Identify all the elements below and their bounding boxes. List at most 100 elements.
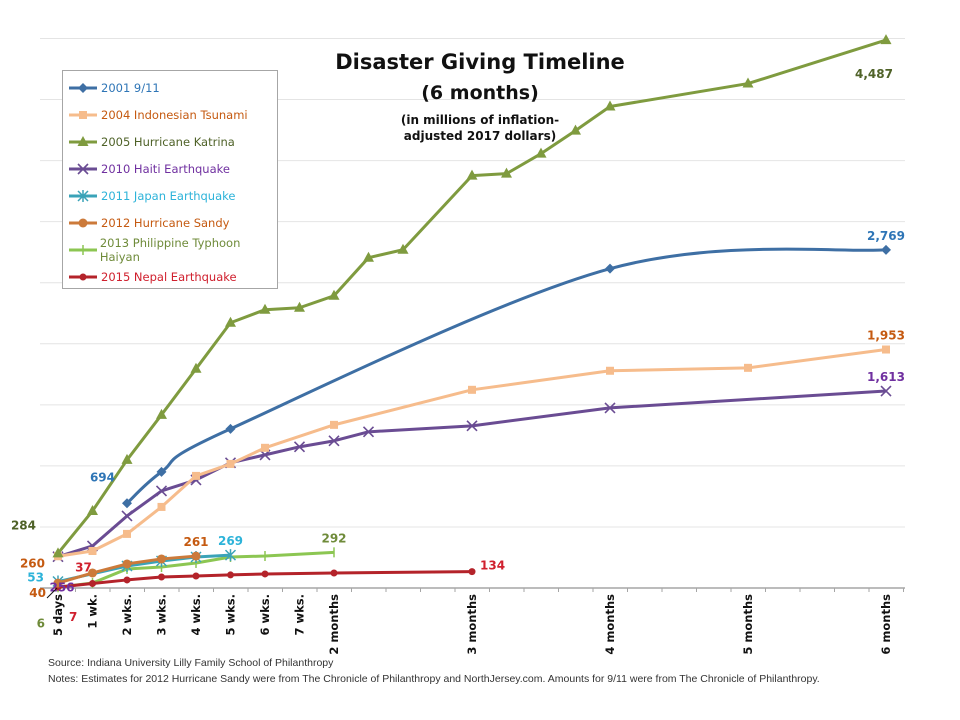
series-2010-haiti-earthquake bbox=[52, 385, 892, 563]
data-point bbox=[191, 551, 201, 561]
data-point bbox=[79, 111, 87, 119]
data-point bbox=[121, 510, 133, 522]
data-point bbox=[224, 549, 237, 562]
x-tick-label: 2 months bbox=[327, 594, 341, 655]
legend-item: 2015 Nepal Earthquake bbox=[63, 268, 237, 286]
data-label: 256 bbox=[49, 581, 74, 595]
data-point bbox=[742, 77, 754, 88]
data-point bbox=[363, 251, 374, 262]
data-point bbox=[604, 402, 616, 414]
data-point bbox=[397, 243, 409, 254]
data-point bbox=[328, 435, 340, 447]
data-label: 134 bbox=[480, 559, 505, 573]
data-label: 40 bbox=[29, 586, 46, 600]
legend-swatch-icon bbox=[69, 111, 97, 119]
legend-label: 2013 Philippine Typhoon Haiyan bbox=[99, 236, 241, 264]
source-note: Source: Indiana University Lilly Family … bbox=[48, 657, 334, 669]
data-point bbox=[88, 568, 97, 578]
data-point bbox=[501, 167, 512, 178]
data-label: 261 bbox=[183, 535, 208, 549]
series-line bbox=[57, 348, 887, 558]
x-tick-label: 7 wks. bbox=[293, 594, 307, 636]
data-label: 1,953 bbox=[867, 329, 905, 343]
data-label: 284 bbox=[11, 518, 36, 532]
chart-title: Disaster Giving Timeline bbox=[335, 50, 625, 74]
data-point bbox=[78, 83, 88, 93]
data-point bbox=[158, 573, 165, 581]
legend-label: 2012 Hurricane Sandy bbox=[101, 216, 230, 230]
x-tick-label: 4 wks. bbox=[189, 594, 203, 636]
data-label: 6 bbox=[37, 616, 45, 630]
data-point bbox=[123, 529, 131, 538]
data-point bbox=[880, 34, 892, 45]
legend-swatch-icon bbox=[69, 83, 97, 93]
legend-label: 2010 Haiti Earthquake bbox=[101, 162, 230, 176]
notes-text: Notes: Estimates for 2012 Hurricane Sand… bbox=[48, 673, 820, 685]
x-axis: 5 days 1 wk. 2 wks. 3 wks. 4 wks. 5 wks. 6 wks… bbox=[40, 587, 905, 655]
data-point bbox=[882, 345, 890, 354]
data-label: 292 bbox=[321, 531, 346, 545]
x-tick-label: 4 months bbox=[603, 594, 617, 655]
data-labels: 694 2,769 260 1,953 284 4,487 256 1,613 53 269 40 2… bbox=[11, 67, 905, 630]
series-2001-9-11 bbox=[122, 244, 891, 509]
data-point bbox=[190, 362, 202, 373]
data-point bbox=[78, 218, 88, 228]
data-point bbox=[293, 441, 306, 453]
series-line bbox=[57, 389, 887, 559]
chart-note-line2: adjusted 2017 dollars) bbox=[404, 129, 556, 143]
data-point bbox=[466, 420, 478, 432]
data-point bbox=[328, 289, 340, 300]
data-point bbox=[192, 572, 200, 580]
data-label: 2,769 bbox=[867, 229, 905, 243]
data-point bbox=[122, 498, 132, 509]
data-point bbox=[77, 136, 89, 146]
data-point bbox=[605, 263, 615, 274]
legend-item: 2001 9/11 bbox=[63, 79, 160, 97]
data-point bbox=[156, 466, 167, 477]
data-label: 694 bbox=[90, 470, 115, 484]
legend-swatch-icon bbox=[69, 245, 97, 255]
legend-item: 2011 Japan Earthquake bbox=[63, 187, 235, 205]
data-label: 269 bbox=[218, 534, 243, 548]
data-point bbox=[89, 579, 96, 587]
data-point bbox=[744, 363, 752, 372]
series-line bbox=[57, 550, 335, 589]
data-point bbox=[259, 303, 271, 314]
data-point bbox=[87, 504, 98, 515]
data-point bbox=[52, 547, 64, 558]
data-point bbox=[121, 453, 133, 464]
legend-label: 2011 Japan Earthquake bbox=[101, 189, 236, 203]
data-point bbox=[79, 273, 87, 281]
legend-swatch-icon bbox=[69, 273, 97, 281]
series-2012-hurricane-sandy bbox=[53, 551, 201, 588]
data-point bbox=[362, 426, 375, 438]
data-point bbox=[468, 568, 476, 576]
legend-item: 2010 Haiti Earthquake bbox=[63, 160, 230, 178]
data-point bbox=[226, 459, 235, 468]
data-label: 4,487 bbox=[855, 67, 893, 81]
series-group bbox=[52, 34, 892, 593]
x-tick-label: 2 wks. bbox=[120, 594, 134, 636]
legend-label: 2001 9/11 bbox=[101, 81, 160, 95]
data-point bbox=[294, 301, 305, 312]
data-point bbox=[880, 385, 892, 397]
data-label: 1,613 bbox=[867, 370, 905, 384]
data-point bbox=[261, 443, 269, 452]
data-point bbox=[122, 559, 132, 569]
legend-item: 2004 Indonesian Tsunami bbox=[63, 106, 248, 124]
data-point bbox=[570, 124, 581, 135]
data-point bbox=[261, 570, 269, 578]
data-point bbox=[192, 471, 200, 480]
data-label: 37 bbox=[75, 560, 92, 574]
x-tick-label: 5 wks. bbox=[224, 594, 238, 636]
data-point bbox=[156, 408, 167, 419]
legend-swatch-icon bbox=[69, 163, 97, 175]
data-point bbox=[155, 485, 168, 497]
legend-label: 2015 Nepal Earthquake bbox=[101, 270, 237, 284]
data-point bbox=[225, 423, 236, 434]
legend-item: 2013 Philippine Typhoon Haiyan bbox=[63, 236, 277, 264]
data-point bbox=[157, 554, 166, 564]
data-point bbox=[225, 316, 236, 327]
legend-swatch-icon bbox=[69, 190, 97, 202]
legend-item: 2012 Hurricane Sandy bbox=[63, 214, 229, 232]
